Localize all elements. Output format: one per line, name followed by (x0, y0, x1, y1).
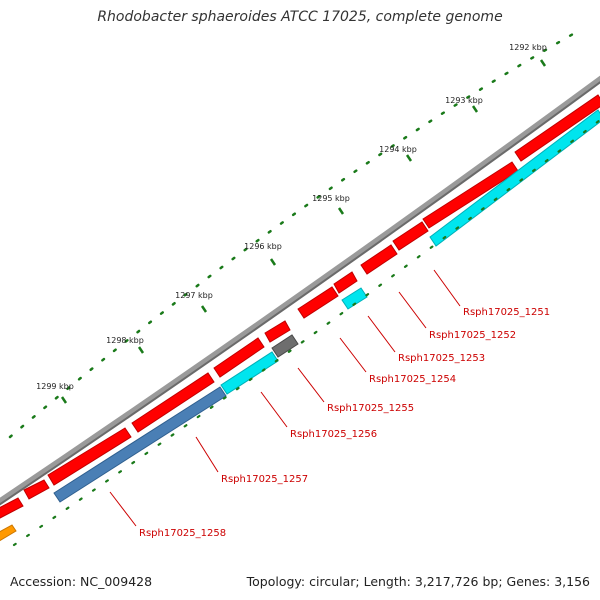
kbp-tick-mark (137, 346, 145, 354)
cds-feature[interactable] (23, 479, 50, 500)
cds-feature[interactable] (213, 337, 265, 378)
genome-backbone (0, 75, 600, 505)
kbp-tick-mark (539, 59, 547, 67)
feature-callout-line (195, 436, 219, 473)
kbp-tick-mark (269, 258, 277, 266)
feature-callout-line (339, 337, 367, 373)
cds-feature[interactable] (47, 427, 132, 486)
kbp-tick-mark (405, 154, 413, 162)
kbp-tick-label: 1294 kbp (379, 145, 417, 154)
kbp-tick-mark (337, 207, 345, 215)
kbp-tick-label: 1293 kbp (445, 96, 483, 105)
feature-label[interactable]: Rsph17025_1258 (139, 528, 226, 539)
feature-callout-line (367, 315, 396, 353)
kbp-tick-label: 1299 kbp (36, 382, 74, 391)
feature-label[interactable]: Rsph17025_1254 (369, 374, 456, 385)
cds-feature[interactable] (131, 372, 215, 433)
accession-text: Accession: NC_009428 (10, 574, 153, 589)
cds-feature[interactable] (264, 320, 291, 343)
kbp-tick-label: 1298 kbp (106, 336, 144, 345)
cds-feature[interactable] (360, 244, 398, 275)
gene-feature-light-blue[interactable] (341, 287, 368, 310)
kbp-ruler-arc (8, 28, 582, 439)
cds-feature[interactable] (297, 286, 339, 319)
kbp-tick-mark (471, 105, 479, 113)
gene-feature-orange[interactable] (0, 524, 17, 543)
genome-summary-text: Topology: circular; Length: 3,217,726 bp… (246, 574, 590, 589)
feature-callout-line (433, 269, 461, 307)
kbp-tick-mark (200, 305, 208, 313)
cds-feature[interactable] (392, 221, 429, 251)
inner-ruler-arc (12, 118, 600, 547)
kbp-tick-label: 1292 kbp (509, 43, 547, 52)
kbp-tick-group: 1292 kbp 1293 kbp 1294 kbp 1295 kbp 1296 kbp… (36, 43, 547, 404)
reverse-strand-features (0, 109, 600, 543)
kbp-tick-mark (60, 396, 68, 404)
kbp-tick-label: 1297 kbp (175, 291, 213, 300)
feature-label[interactable]: Rsph17025_1255 (327, 403, 414, 414)
map-title: Rhodobacter sphaeroides ATCC 17025, comp… (97, 9, 503, 25)
feature-callout-line (109, 491, 137, 527)
genome-backbone-shadow (0, 81, 600, 506)
gene-feature-light-blue[interactable] (429, 109, 600, 247)
gene-feature-steel[interactable] (53, 386, 227, 503)
feature-callouts: Rsph17025_1251 Rsph17025_1252 Rsph17025_12… (109, 269, 550, 539)
cds-feature[interactable] (333, 271, 358, 294)
feature-callout-line (297, 367, 325, 403)
feature-label[interactable]: Rsph17025_1253 (398, 353, 485, 364)
cds-feature[interactable] (514, 94, 600, 162)
cds-feature[interactable] (0, 497, 24, 519)
feature-label[interactable]: Rsph17025_1256 (290, 429, 377, 440)
forward-strand-features (0, 94, 600, 519)
feature-label[interactable]: Rsph17025_1257 (221, 474, 308, 485)
gene-feature-gray[interactable] (271, 334, 299, 358)
kbp-tick-label: 1295 kbp (312, 194, 350, 203)
feature-label[interactable]: Rsph17025_1251 (463, 307, 550, 318)
feature-callout-line (260, 391, 288, 428)
kbp-tick-label: 1296 kbp (244, 242, 282, 251)
feature-label[interactable]: Rsph17025_1252 (429, 330, 516, 341)
feature-callout-line (398, 291, 427, 329)
